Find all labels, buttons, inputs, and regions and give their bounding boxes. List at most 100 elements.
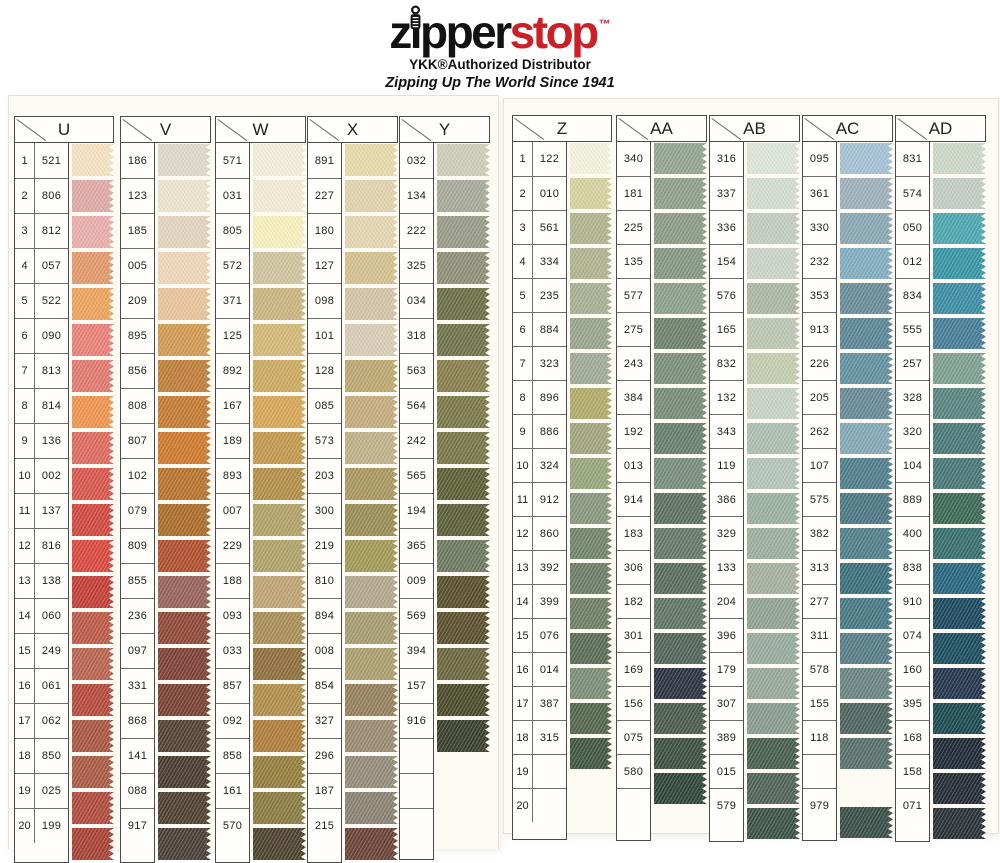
swatch-910 bbox=[933, 598, 986, 629]
table-row: 185 bbox=[121, 213, 154, 248]
row-number: 15 bbox=[513, 619, 533, 652]
swatch-062 bbox=[72, 720, 114, 752]
column-W-header: W bbox=[215, 116, 306, 143]
swatch-slot bbox=[155, 720, 211, 755]
color-code: 884 bbox=[539, 323, 560, 336]
header-diagonal-line bbox=[711, 118, 742, 140]
color-code: 014 bbox=[539, 663, 560, 676]
color-code: 571 bbox=[222, 154, 243, 167]
table-row: 20 199 bbox=[15, 808, 68, 843]
row-number: 12 bbox=[513, 517, 533, 550]
color-code: 891 bbox=[314, 154, 335, 167]
distributor-subtitle: YKK®Authorized Distributor bbox=[409, 57, 591, 73]
color-code: 167 bbox=[222, 400, 243, 412]
table-row: 118 bbox=[803, 720, 836, 754]
code-cells: 095 361 330 232 353 913 226 205 262 107 575 382 313 2… bbox=[802, 142, 837, 841]
swatch-slot bbox=[930, 423, 986, 457]
color-code: 324 bbox=[539, 459, 560, 472]
swatch-slot bbox=[69, 684, 114, 719]
table-row: 913 bbox=[803, 312, 836, 346]
table-row: 889 bbox=[896, 482, 929, 516]
swatch-slot bbox=[434, 540, 490, 575]
column-letter: AC bbox=[835, 118, 860, 138]
swatch-219 bbox=[345, 540, 398, 572]
table-row: 156 bbox=[617, 686, 650, 720]
swatch-854 bbox=[345, 684, 398, 716]
swatch-320 bbox=[933, 423, 986, 454]
header-diagonal-line bbox=[897, 118, 928, 140]
table-row: 3 561 bbox=[513, 210, 566, 244]
swatch-579 bbox=[747, 808, 800, 839]
color-code: 371 bbox=[222, 295, 243, 307]
table-row: 107 bbox=[803, 448, 836, 482]
swatch-194 bbox=[437, 504, 490, 536]
swatch-slot bbox=[434, 576, 490, 611]
column-V-header: V bbox=[120, 116, 211, 143]
color-code: 226 bbox=[809, 357, 830, 370]
column-U-header: U bbox=[14, 116, 114, 143]
swatch-slot bbox=[651, 598, 707, 632]
swatch-slot bbox=[434, 790, 490, 825]
swatch-136 bbox=[72, 432, 114, 464]
table-row: 097 bbox=[121, 633, 154, 668]
logo: zipperstop ™ YKK®Authorized Distributor Z… bbox=[0, 5, 1000, 91]
table-row: 330 bbox=[803, 210, 836, 244]
swatch-slot bbox=[155, 540, 211, 575]
column-letter: AD bbox=[928, 118, 953, 138]
color-code: 832 bbox=[716, 357, 737, 370]
swatch-917 bbox=[158, 828, 211, 860]
color-code: 889 bbox=[902, 493, 923, 506]
color-code: 808 bbox=[127, 400, 148, 412]
swatch-850 bbox=[72, 756, 114, 788]
swatch-slot bbox=[342, 684, 398, 719]
swatch-387 bbox=[570, 703, 612, 734]
swatch-275 bbox=[654, 318, 707, 349]
color-code: 215 bbox=[314, 820, 335, 832]
table-row: 3 812 bbox=[15, 213, 68, 248]
swatch-slot bbox=[651, 703, 707, 737]
swatch-slot bbox=[567, 772, 612, 806]
swatch-580 bbox=[654, 773, 707, 804]
swatch-slot bbox=[250, 324, 306, 359]
table-row: 910 bbox=[896, 584, 929, 618]
swatch-strip bbox=[837, 142, 893, 841]
table-row: 9 886 bbox=[513, 414, 566, 448]
color-code bbox=[617, 789, 650, 822]
swatch-050 bbox=[933, 213, 986, 244]
swatch-slot bbox=[69, 144, 114, 179]
table-row: 015 bbox=[710, 754, 743, 788]
swatch-slot bbox=[69, 288, 114, 323]
swatch-392 bbox=[570, 563, 612, 594]
color-code: 296 bbox=[314, 750, 335, 762]
swatch-242 bbox=[437, 432, 490, 464]
swatch-slot bbox=[567, 598, 612, 632]
table-row: 396 bbox=[710, 618, 743, 652]
table-row: 15 076 bbox=[513, 618, 566, 652]
swatch-slot bbox=[69, 756, 114, 791]
table-row: 071 bbox=[896, 788, 929, 822]
row-number: 4 bbox=[15, 249, 35, 283]
swatch-093 bbox=[253, 612, 306, 644]
table-row: 574 bbox=[896, 176, 929, 210]
table-row: 19 025 bbox=[15, 773, 68, 808]
swatch-slot bbox=[837, 143, 893, 177]
color-code: 318 bbox=[406, 330, 427, 342]
color-code: 123 bbox=[127, 190, 148, 202]
table-row: 095 bbox=[803, 142, 836, 176]
swatch-134 bbox=[437, 180, 490, 212]
column-letter: W bbox=[252, 119, 269, 139]
table-row: 838 bbox=[896, 550, 929, 584]
table-row: 361 bbox=[803, 176, 836, 210]
table-row: 17 062 bbox=[15, 703, 68, 738]
swatch-161 bbox=[253, 792, 306, 824]
table-row: 9 136 bbox=[15, 423, 68, 458]
color-code: 860 bbox=[539, 527, 560, 540]
table-row: 808 bbox=[121, 388, 154, 423]
swatch-slot bbox=[342, 720, 398, 755]
swatch-slot bbox=[651, 458, 707, 492]
color-code: 060 bbox=[41, 610, 62, 622]
swatch-slot bbox=[651, 563, 707, 597]
swatch-slot bbox=[930, 773, 986, 807]
swatch-808 bbox=[158, 396, 211, 428]
color-code: 168 bbox=[902, 731, 923, 744]
